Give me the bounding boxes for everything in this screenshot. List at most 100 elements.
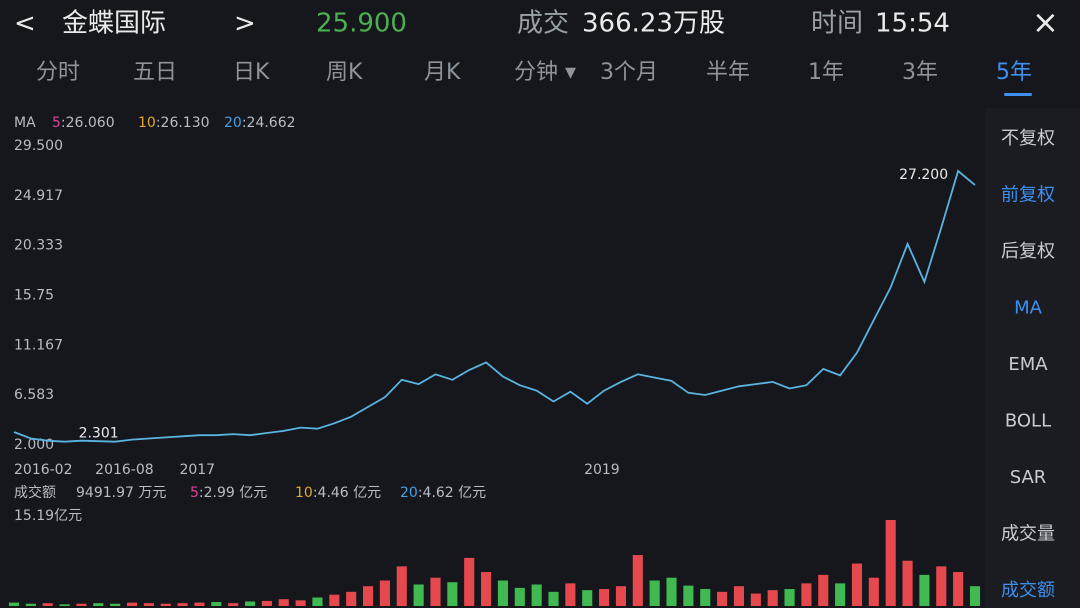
legend-value: :4.46 亿元 (313, 485, 381, 501)
volume-bar (767, 590, 778, 606)
volume-bar (329, 594, 340, 606)
volume-bar (582, 590, 593, 606)
tab[interactable]: 五日 (133, 60, 177, 85)
time-label: 时间 (811, 9, 863, 39)
volume-bar (936, 566, 947, 606)
volume-bar (59, 604, 70, 606)
price-line (13, 169, 976, 443)
y-tick-label: 6.583 (14, 387, 54, 403)
side-menu-item[interactable]: 成交额 (1001, 580, 1055, 601)
volume-bar (885, 520, 896, 606)
legend-value: :4.62 亿元 (418, 485, 486, 501)
volume-bar (93, 603, 104, 606)
volume-bar (801, 583, 812, 606)
tab[interactable]: 分钟 ▾ (514, 60, 576, 85)
volume-bar (244, 601, 256, 606)
volume-bar (818, 574, 829, 606)
volume-bar (25, 603, 36, 606)
price: 25.900 (316, 9, 407, 39)
volume-bar (464, 557, 475, 606)
volume-bar (565, 583, 576, 606)
legend-value: :26.060 (61, 115, 115, 131)
legend-name: 10 (138, 115, 156, 131)
tab[interactable]: 分时 (36, 60, 80, 85)
volume-bar (379, 580, 390, 606)
x-tick-label: 2019 (584, 462, 620, 478)
legend-name: 10 (295, 485, 313, 501)
volume: 366.23万股 (582, 9, 725, 39)
legend-value: :2.99 亿元 (199, 485, 267, 501)
side-menu-item[interactable]: 不复权 (1001, 128, 1055, 149)
volume-bar (76, 603, 87, 606)
volume-bar (868, 577, 879, 606)
volume-bar (160, 603, 171, 606)
legend-value: :24.662 (242, 115, 296, 131)
stock-name: 金蝶国际 (62, 9, 166, 39)
volume-bar (228, 603, 239, 606)
side-menu-item[interactable]: MA (1014, 298, 1043, 319)
side-menu-item[interactable]: 成交量 (1001, 524, 1055, 545)
volume-bar (835, 583, 846, 606)
volume-bar (969, 586, 981, 606)
volume-bar (346, 591, 357, 606)
volume-bar (312, 597, 323, 606)
legend-value: :26.130 (156, 115, 210, 131)
volume-legend-label: 成交额 (14, 484, 56, 501)
volume-bar (700, 589, 711, 606)
volume-bar (278, 599, 289, 606)
volume-bar (194, 602, 205, 606)
side-menu-item[interactable]: BOLL (1005, 411, 1051, 432)
side-menu-item[interactable]: 后复权 (1001, 241, 1055, 262)
volume-bar (447, 582, 458, 606)
volume-bar (430, 577, 441, 606)
tab[interactable]: 半年 (706, 60, 750, 85)
side-menu-item[interactable]: SAR (1010, 467, 1047, 488)
side-panel (985, 108, 1080, 608)
tab[interactable]: 周K (326, 60, 363, 85)
side-menu-item[interactable]: 前复权 (1001, 185, 1055, 206)
volume-bar (599, 589, 610, 606)
time: 15:54 (875, 9, 950, 39)
x-tick-label: 2017 (179, 462, 215, 478)
tab[interactable]: 月K (424, 60, 461, 85)
min-annotation: 2.301 (79, 426, 119, 442)
tab[interactable]: 3个月 (600, 60, 658, 85)
close-button[interactable]: × (1032, 3, 1059, 41)
volume-bar (110, 603, 121, 606)
volume-bar (8, 602, 20, 606)
tab[interactable]: 日K (233, 60, 270, 85)
volume-bar (497, 580, 508, 606)
volume-bar (851, 563, 863, 606)
y-tick-label: 11.167 (14, 337, 63, 353)
volume-bar (143, 603, 154, 606)
volume-bar (649, 580, 660, 606)
legend-name: 5 (52, 115, 61, 131)
volume-bar (177, 603, 188, 606)
volume-bar (42, 603, 53, 606)
max-annotation: 27.200 (899, 167, 948, 183)
tab[interactable]: 3年 (902, 60, 938, 85)
next-button[interactable]: > (234, 9, 256, 39)
legend-name: 20 (400, 485, 418, 501)
x-tick-label: 2016-02 (14, 462, 73, 478)
ma-label: MA (14, 115, 36, 131)
volume-bar (211, 602, 222, 606)
back-button[interactable]: < (14, 9, 36, 39)
volume-bar (531, 584, 542, 606)
x-tick-label: 2016-08 (95, 462, 154, 478)
volume-bar (362, 586, 374, 606)
y-tick-label: 20.333 (14, 238, 63, 254)
volume-bar (953, 572, 964, 606)
tab[interactable]: 1年 (808, 60, 844, 85)
volume-bar (733, 586, 745, 606)
volume-bar (413, 584, 424, 606)
tab-underline (1004, 93, 1032, 96)
volume-bar (295, 600, 306, 606)
volume-bar (683, 585, 694, 606)
volume-bar (717, 591, 728, 606)
volume-bar (784, 589, 795, 606)
tab[interactable]: 5年 (996, 60, 1032, 85)
side-menu-item[interactable]: EMA (1008, 354, 1048, 375)
